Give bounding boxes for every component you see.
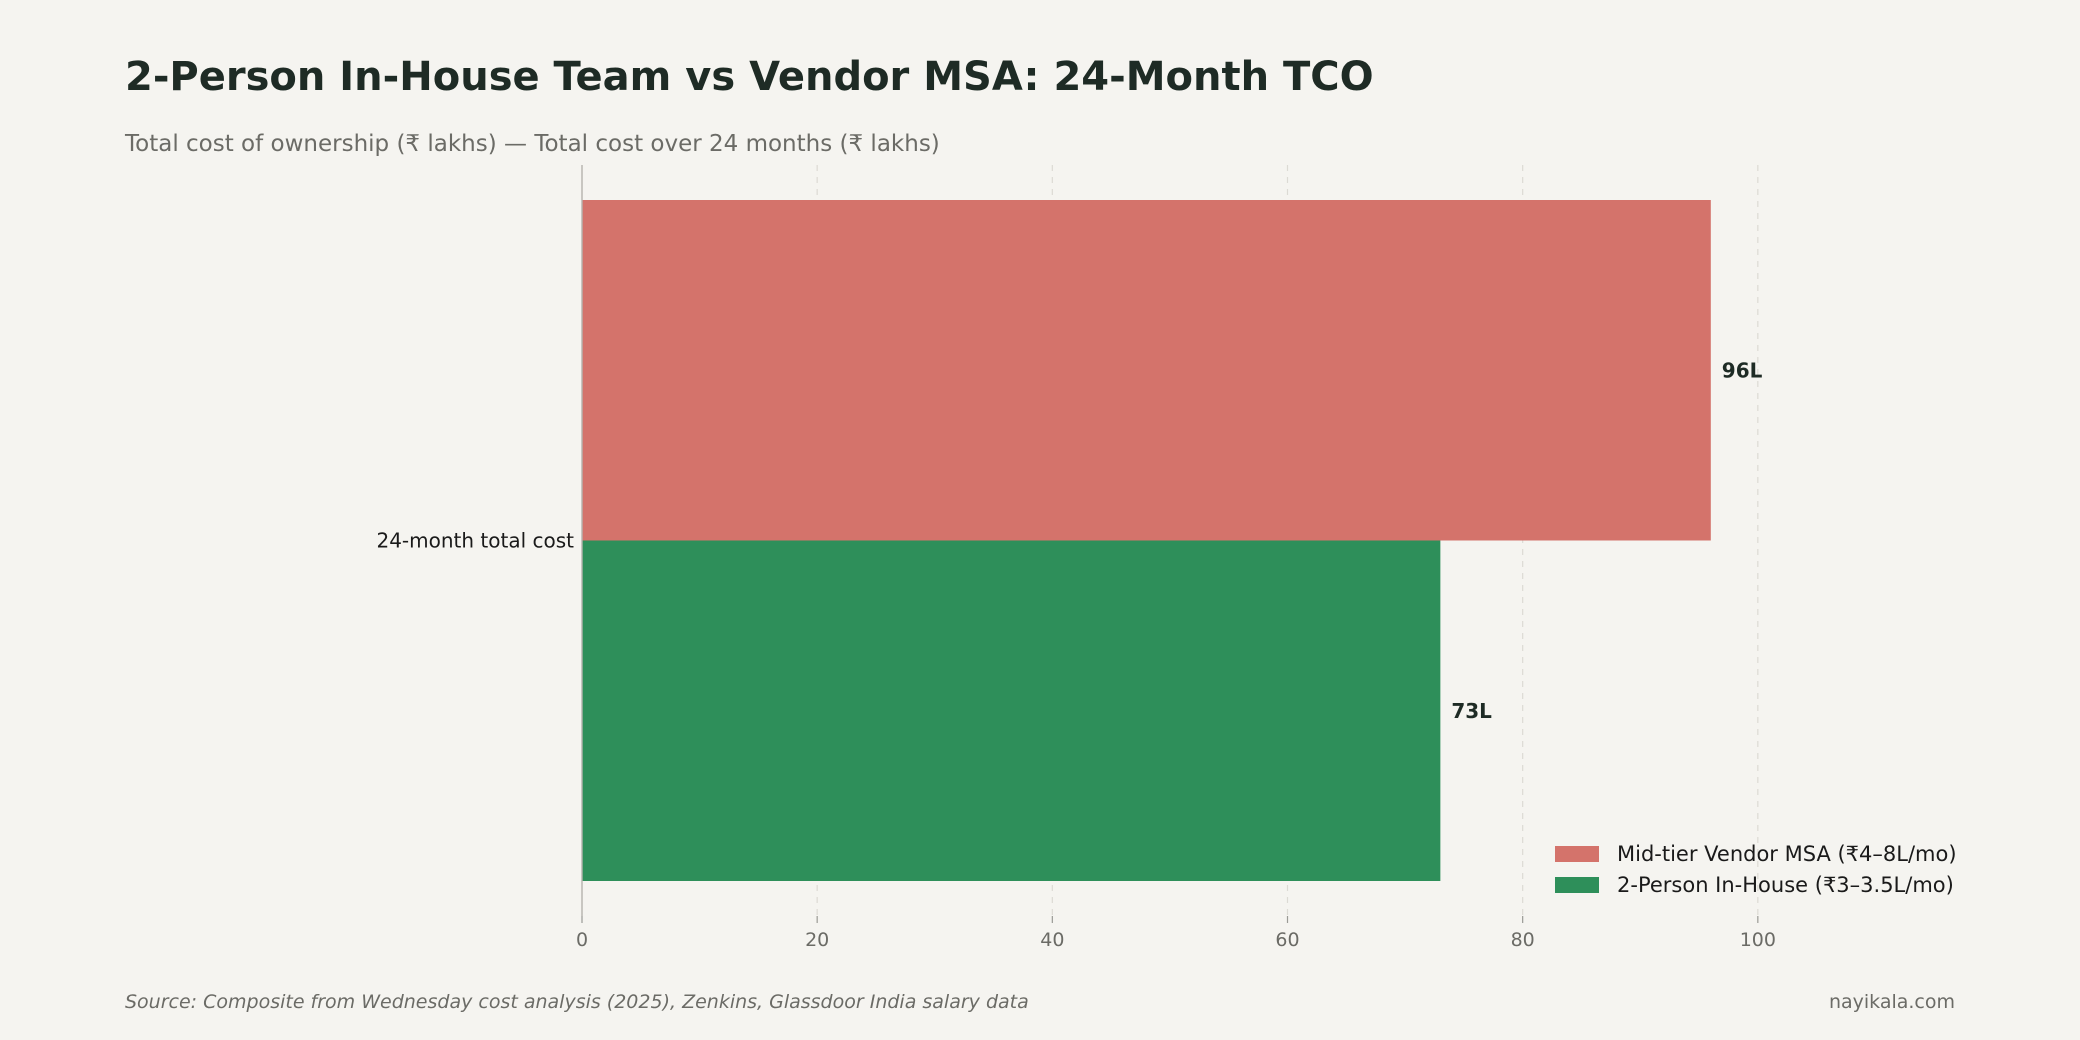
x-tick-label-60: 60	[1275, 929, 1299, 951]
legend-swatch-vendor	[1555, 845, 1599, 862]
data-label-series-1: 73L	[1451, 699, 1492, 723]
chart-subtitle: Total cost of ownership (₹ lakhs) — Tota…	[125, 131, 940, 157]
site-credit: nayikala.com	[1828, 991, 1955, 1013]
data-labels: 96L 73L	[1451, 358, 1762, 723]
data-label-series-0: 96L	[1722, 358, 1763, 382]
x-tick-label-40: 40	[1040, 929, 1064, 951]
bar-series-0	[582, 200, 1711, 541]
legend-item-inhouse: 2-Person In-House (₹3–3.5L/mo)	[1555, 869, 1957, 900]
legend: Mid-tier Vendor MSA (₹4–8L/mo) 2-Person …	[1555, 838, 1957, 900]
x-axis: 0 20 40 60 80 100	[576, 165, 1776, 951]
legend-label-vendor: Mid-tier Vendor MSA (₹4–8L/mo)	[1617, 841, 1957, 866]
category-labels: 24-month total cost	[376, 529, 574, 553]
bar-series-1	[582, 540, 1441, 881]
legend-item-vendor: Mid-tier Vendor MSA (₹4–8L/mo)	[1555, 838, 1957, 869]
x-tick-label-0: 0	[576, 929, 588, 951]
chart-title: 2-Person In-House Team vs Vendor MSA: 24…	[125, 54, 1374, 100]
x-tick-label-20: 20	[805, 929, 829, 951]
x-tick-label-80: 80	[1511, 929, 1535, 951]
bars	[582, 200, 1711, 881]
category-label: 24-month total cost	[376, 529, 574, 553]
x-tick-label-100: 100	[1740, 929, 1776, 951]
legend-label-inhouse: 2-Person In-House (₹3–3.5L/mo)	[1617, 872, 1954, 897]
source-note: Source: Composite from Wednesday cost an…	[125, 991, 1029, 1013]
legend-swatch-inhouse	[1555, 876, 1599, 893]
